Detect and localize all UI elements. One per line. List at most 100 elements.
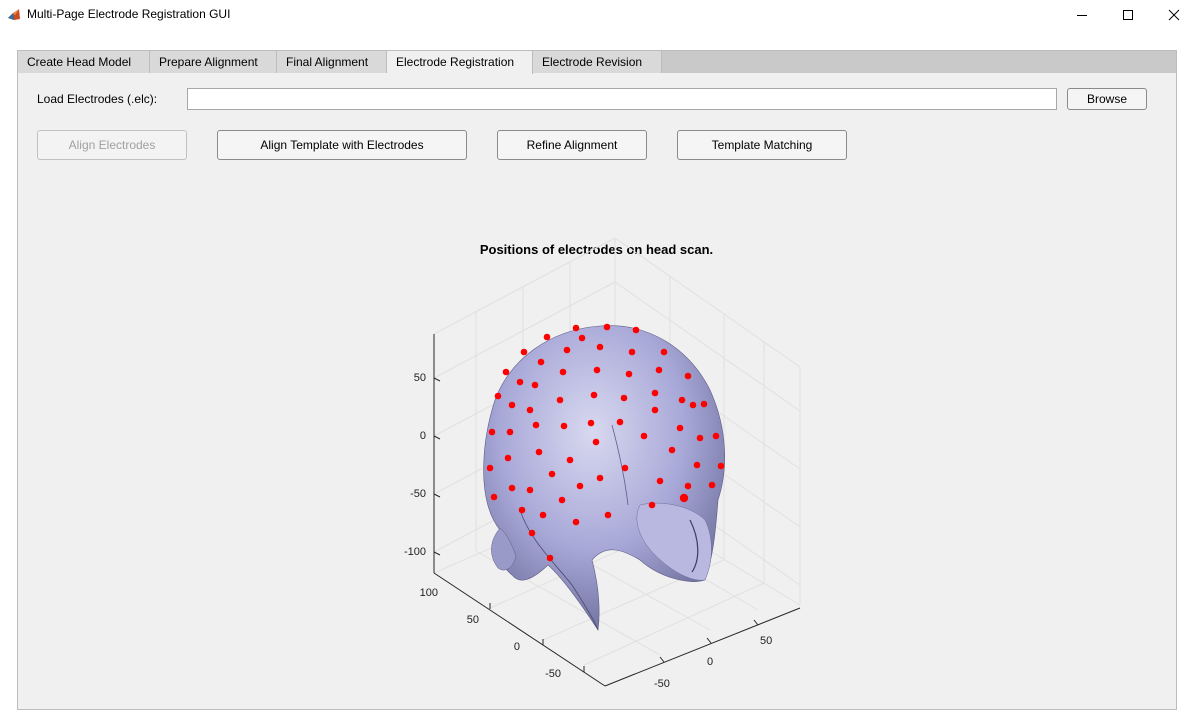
electrode-marker: [628, 348, 636, 356]
tab-create-head-model[interactable]: Create Head Model: [18, 51, 150, 73]
tab-electrode-registration[interactable]: Electrode Registration: [387, 51, 533, 74]
plot-title: Positions of electrodes on head scan.: [479, 242, 714, 257]
electrode-marker: [572, 324, 580, 332]
electrode-marker: [532, 421, 540, 429]
electrode-marker: [546, 554, 554, 562]
electrode-marker: [518, 506, 526, 514]
electrode-marker: [684, 482, 692, 490]
electrode-marker: [548, 470, 556, 478]
electrode-marker: [558, 496, 566, 504]
electrode-marker: [632, 326, 640, 334]
electrodes: [486, 323, 725, 562]
minimize-icon: [1077, 15, 1087, 16]
close-icon: [1168, 9, 1180, 21]
template-matching-button[interactable]: Template Matching: [677, 130, 847, 160]
load-electrodes-label: Load Electrodes (.elc):: [37, 92, 158, 106]
tab-prepare-alignment[interactable]: Prepare Alignment: [150, 51, 277, 73]
electrode-marker: [504, 454, 512, 462]
tab-final-alignment[interactable]: Final Alignment: [277, 51, 387, 73]
electrode-marker: [676, 424, 684, 432]
y-tick-label: 100: [420, 587, 438, 599]
electrode-marker: [526, 406, 534, 414]
electrode-marker: [660, 348, 668, 356]
electrode-marker: [566, 456, 574, 464]
electrode-marker: [717, 462, 725, 470]
electrode-marker: [708, 481, 716, 489]
electrode-file-field[interactable]: [187, 88, 1057, 110]
browse-button[interactable]: Browse: [1067, 88, 1147, 110]
tab-electrode-revision[interactable]: Electrode Revision: [533, 51, 662, 73]
electrode-marker: [648, 501, 656, 509]
x-tick-label: 50: [760, 635, 772, 647]
electrode-marker: [625, 370, 633, 378]
electrode-marker: [559, 368, 567, 376]
matlab-icon: [8, 9, 20, 20]
electrode-marker: [592, 438, 600, 446]
y-tick-label: -50: [545, 668, 561, 680]
electrode-marker: [556, 396, 564, 404]
electrode-marker: [572, 518, 580, 526]
window-title: Multi-Page Electrode Registration GUI: [27, 7, 231, 21]
align-electrodes-button[interactable]: Align Electrodes: [37, 130, 187, 160]
electrode-marker: [596, 474, 604, 482]
electrode-marker: [712, 432, 720, 440]
electrode-marker: [543, 333, 551, 341]
electrode-marker: [537, 358, 545, 366]
electrode-marker: [700, 400, 708, 408]
electrode-marker: [488, 428, 496, 436]
electrode-marker: [684, 372, 692, 380]
electrode-marker: [526, 486, 534, 494]
electrode-marker: [528, 529, 536, 537]
electrode-marker: [693, 461, 701, 469]
electrode-marker: [656, 477, 664, 485]
electrode-marker: [502, 368, 510, 376]
z-tick-label: 0: [420, 430, 426, 442]
electrode-marker: [603, 323, 611, 331]
x-tick-label: 0: [707, 656, 713, 668]
maximize-button[interactable]: [1105, 0, 1151, 30]
z-tick-label: -100: [404, 546, 426, 558]
electrode-marker: [508, 484, 516, 492]
z-tick-label: -50: [410, 488, 426, 500]
electrode-marker: [494, 392, 502, 400]
electrode-marker: [689, 401, 697, 409]
tab-strip: Create Head Model Prepare Alignment Fina…: [18, 51, 1176, 74]
electrode-marker: [516, 378, 524, 386]
maximize-icon: [1123, 10, 1133, 20]
electrode-marker: [508, 401, 516, 409]
electrode-marker: [535, 448, 543, 456]
electrode-marker: [655, 366, 663, 374]
electrode-marker: [590, 391, 598, 399]
electrode-marker: [651, 406, 659, 414]
electrode-marker: [679, 493, 689, 503]
axis-lines: [433, 334, 801, 687]
electrode-marker: [678, 396, 686, 404]
electrode-marker: [696, 434, 704, 442]
electrode-marker: [578, 334, 586, 342]
electrode-marker: [539, 511, 547, 519]
title-bar: Multi-Page Electrode Registration GUI: [0, 0, 1193, 30]
x-tick-label: -50: [654, 678, 670, 690]
electrode-marker: [587, 419, 595, 427]
electrode-marker: [486, 464, 494, 472]
electrode-marker: [616, 418, 624, 426]
align-template-button[interactable]: Align Template with Electrodes: [217, 130, 467, 160]
electrode-marker: [520, 348, 528, 356]
electrode-marker: [576, 482, 584, 490]
electrode-marker: [563, 346, 571, 354]
close-button[interactable]: [1151, 0, 1193, 30]
minimize-button[interactable]: [1059, 0, 1105, 30]
electrode-marker: [490, 493, 498, 501]
electrode-marker: [604, 511, 612, 519]
electrode-marker: [531, 381, 539, 389]
electrode-marker: [621, 464, 629, 472]
electrode-marker: [620, 394, 628, 402]
refine-alignment-button[interactable]: Refine Alignment: [497, 130, 647, 160]
head-surface: [483, 325, 725, 631]
y-tick-label: 0: [514, 641, 520, 653]
electrode-marker: [560, 422, 568, 430]
electrode-marker: [596, 343, 604, 351]
electrode-marker: [640, 432, 648, 440]
electrode-marker: [506, 428, 514, 436]
